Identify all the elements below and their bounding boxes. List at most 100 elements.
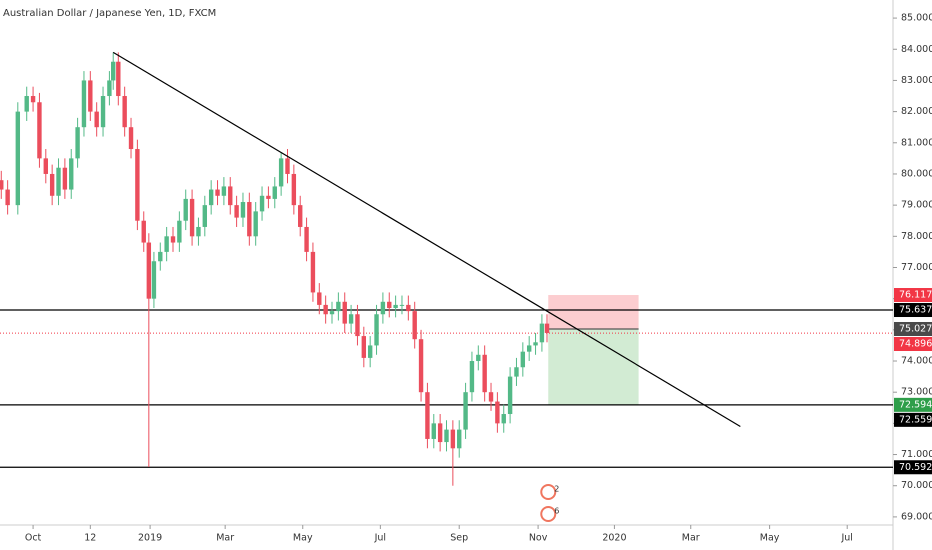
candle-body (463, 392, 468, 430)
candle-body (399, 304, 405, 306)
candle-body (135, 149, 140, 221)
candle-body (221, 186, 227, 196)
trendline (112, 51, 741, 427)
candle-body (380, 301, 386, 315)
price-label: 70.592 (899, 462, 932, 473)
x-tick-label: 2020 (602, 533, 626, 544)
candle-body (202, 205, 208, 227)
y-tick-label: 78.000 (901, 231, 932, 242)
candle-body (310, 251, 316, 293)
candle-body (342, 301, 347, 324)
y-tick-label: 71.000 (901, 449, 932, 460)
candle-body (387, 301, 392, 309)
event-count: 2 (554, 485, 559, 494)
price-label: 72.559 (899, 414, 932, 425)
candle-body (128, 127, 134, 150)
y-tick-label: 83.000 (901, 75, 932, 86)
price-label-box (894, 412, 932, 427)
candle-body (533, 342, 538, 346)
candle-body (24, 96, 29, 112)
candle-body (247, 202, 252, 237)
candle-body (374, 314, 379, 346)
candle-body (367, 345, 373, 358)
y-tick-label: 70.000 (901, 480, 932, 491)
candle-body (240, 202, 246, 218)
candle-body (183, 198, 188, 221)
candle-body (170, 236, 176, 243)
target-zone (548, 328, 639, 405)
candle-body (406, 304, 411, 312)
candle-body (69, 158, 74, 190)
event-count: 6 (554, 507, 559, 516)
x-tick-label: Mar (216, 533, 234, 544)
y-tick-label: 85.000 (901, 13, 932, 24)
x-tick-label: 12 (84, 533, 96, 544)
candle-body (81, 80, 87, 128)
candle-body (544, 323, 550, 333)
candle-body (476, 354, 481, 362)
price-label: 76.117 (899, 290, 932, 301)
candle-body (15, 111, 21, 206)
price-label-box (894, 321, 932, 336)
candle-body (507, 376, 513, 415)
price-label-box (894, 336, 932, 351)
y-tick-label: 84.000 (901, 44, 932, 55)
candle-body (5, 189, 10, 206)
candle-body (514, 367, 519, 377)
x-tick-label: Sep (450, 533, 468, 544)
price-label-box (894, 460, 932, 475)
y-tick-label: 80.000 (901, 168, 932, 179)
y-tick-label: 73.000 (901, 387, 932, 398)
candle-body (329, 311, 335, 315)
y-tick-label: 82.000 (901, 106, 932, 117)
candle-body (469, 361, 475, 393)
candle-body (177, 220, 182, 243)
candle-body (323, 304, 328, 315)
candle-body (361, 336, 367, 358)
candle-body (37, 102, 42, 159)
candle-body (122, 96, 127, 128)
candle-body (539, 323, 545, 343)
candle-body (208, 189, 214, 206)
price-label: 72.594 (899, 399, 932, 410)
candle-body (141, 220, 146, 243)
candle-body (151, 261, 157, 299)
candle-body (431, 423, 436, 439)
y-tick-label: 79.000 (901, 200, 932, 211)
candle-body (272, 186, 277, 199)
y-tick-label: 74.000 (901, 356, 932, 367)
price-label-box (894, 288, 932, 303)
candle-body (336, 301, 341, 312)
chart-title: Australian Dollar / Japanese Yen, 1D, FX… (3, 8, 216, 19)
candle-body (88, 80, 93, 112)
candle-body (418, 339, 424, 393)
candle-body (425, 392, 430, 439)
candle-body (196, 226, 201, 237)
candle-body (412, 311, 417, 340)
candle-body (450, 429, 456, 449)
candle-body (348, 314, 354, 324)
candle-body (234, 205, 239, 218)
price-label: 75.027 (899, 323, 932, 334)
candle-body (100, 96, 106, 128)
candle-body (62, 167, 68, 190)
y-tick-label: 77.000 (901, 262, 932, 273)
y-tick-label: 69.000 (901, 511, 932, 522)
candle-body (266, 195, 271, 199)
candle-body (158, 251, 163, 262)
candle-body (317, 292, 322, 305)
candle-body (164, 236, 169, 252)
candle-body (146, 242, 152, 299)
candle-body (253, 211, 258, 237)
candle-body (520, 351, 526, 368)
candle-body (111, 61, 116, 81)
candle-body (43, 158, 48, 174)
price-label: 74.896 (899, 338, 932, 349)
candle-body (75, 127, 80, 159)
candle-body (393, 304, 398, 309)
candle-body (285, 158, 290, 174)
candle-body (94, 111, 99, 128)
price-label-box (894, 303, 932, 318)
